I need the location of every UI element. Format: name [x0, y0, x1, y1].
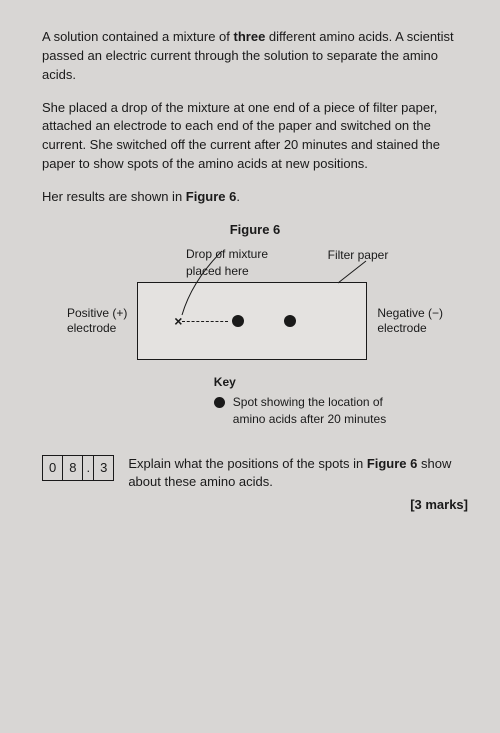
- question-08-3: 0 8 . 3 Explain what the positions of th…: [42, 455, 468, 516]
- key-text-line2: amino acids after 20 minutes: [233, 411, 386, 428]
- bold-figure-ref: Figure 6: [367, 456, 418, 471]
- key-text-line1: Spot showing the location of: [233, 394, 386, 411]
- intro-paragraph-3: Her results are shown in Figure 6.: [42, 188, 468, 207]
- drop-annotation: Drop of mixture placed here: [186, 246, 268, 281]
- amino-acid-spot: [284, 315, 296, 327]
- positive-electrode-label: Positive (+) electrode: [67, 306, 127, 337]
- text: .: [236, 189, 240, 204]
- midline-dash: [182, 321, 228, 322]
- figure-title: Figure 6: [230, 221, 281, 240]
- question-number-box: 0 8 . 3: [42, 455, 114, 482]
- bold-three: three: [234, 29, 266, 44]
- amino-acid-spot: [232, 315, 244, 327]
- key-spot-icon: [214, 397, 225, 408]
- intro-paragraph-1: A solution contained a mixture of three …: [42, 28, 468, 85]
- negative-electrode-label: Negative (−) electrode: [377, 306, 443, 337]
- question-text: Explain what the positions of the spots …: [128, 455, 468, 516]
- bold-figure-ref: Figure 6: [186, 189, 237, 204]
- filter-label-pointer: [328, 261, 368, 283]
- drop-label-line1: Drop of mixture: [186, 246, 268, 263]
- filter-paper-row: Positive (+) electrode Filter paper × Ne…: [67, 282, 443, 360]
- qnum-dot: .: [83, 456, 94, 481]
- drop-label-line2: placed here: [186, 263, 268, 280]
- neg-line2: electrode: [377, 321, 443, 337]
- qnum-digit: 3: [94, 456, 113, 481]
- text: A solution contained a mixture of: [42, 29, 234, 44]
- neg-line1: Negative (−): [377, 306, 443, 322]
- pos-line1: Positive (+): [67, 306, 127, 322]
- key-title: Key: [214, 374, 236, 391]
- pos-line2: electrode: [67, 321, 127, 337]
- text: Her results are shown in: [42, 189, 186, 204]
- figure-key: Key Spot showing the location of amino a…: [214, 374, 386, 428]
- text: Explain what the positions of the spots …: [128, 456, 366, 471]
- qnum-digit: 0: [43, 456, 63, 481]
- qnum-digit: 8: [63, 456, 83, 481]
- intro-paragraph-2: She placed a drop of the mixture at one …: [42, 99, 468, 174]
- figure-6: Figure 6 Drop of mixture placed here Pos…: [42, 221, 468, 429]
- origin-x-mark: ×: [174, 311, 182, 331]
- filter-paper-box: Filter paper ×: [137, 282, 367, 360]
- marks-label: [3 marks]: [128, 496, 468, 515]
